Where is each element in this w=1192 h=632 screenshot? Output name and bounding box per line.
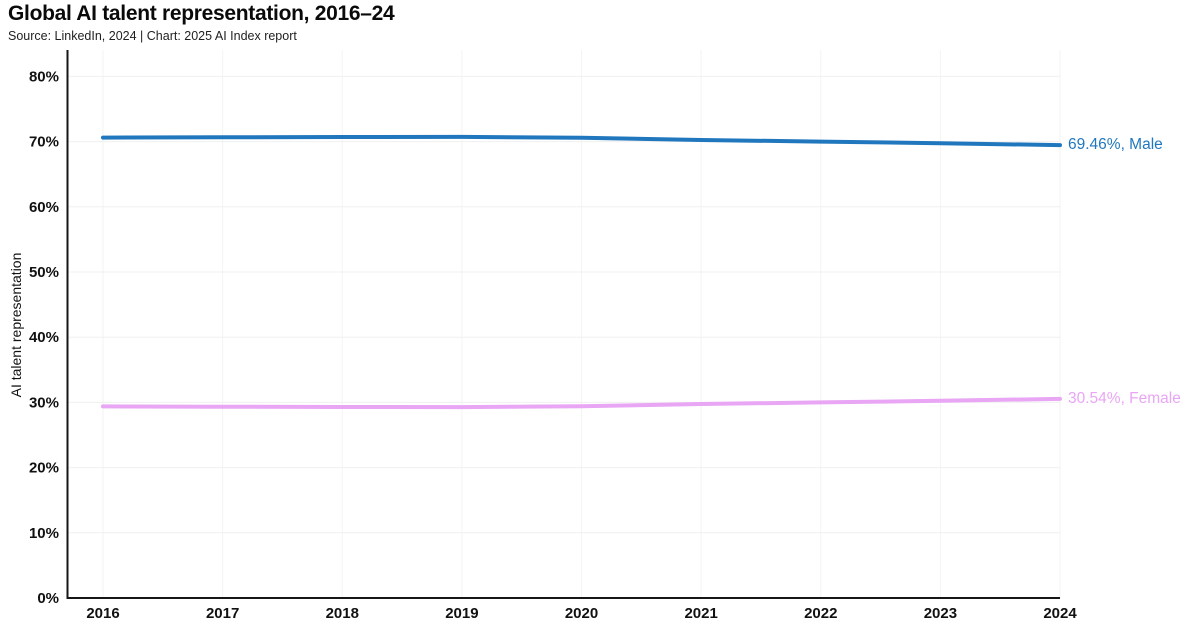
- x-tick-label: 2023: [924, 605, 957, 622]
- x-tick-label: 2018: [326, 605, 359, 622]
- chart-title: Global AI talent representation, 2016–24: [8, 2, 395, 25]
- y-tick-label: 30%: [29, 394, 59, 411]
- y-tick-label: 20%: [29, 460, 59, 477]
- y-tick-label: 50%: [29, 264, 59, 281]
- male-line: [101, 134, 1062, 148]
- chart-source-note: Source: LinkedIn, 2024 | Chart: 2025 AI …: [8, 29, 297, 43]
- y-tick-label: 40%: [29, 329, 59, 346]
- female-line: [101, 396, 1062, 410]
- male-series-label: 69.46%, Male: [1068, 136, 1163, 153]
- y-tick-label: 60%: [29, 199, 59, 216]
- x-tick-label: 2016: [86, 605, 119, 622]
- x-tick-label: 2021: [684, 605, 717, 622]
- x-tick-label: 2019: [445, 605, 478, 622]
- y-tick-label: 70%: [29, 134, 59, 151]
- x-tick-label: 2022: [804, 605, 837, 622]
- y-tick-label: 80%: [29, 68, 59, 85]
- x-tick-label: 2020: [565, 605, 598, 622]
- y-tick-label: 10%: [29, 525, 59, 542]
- female-series-label: 30.54%, Female: [1068, 390, 1181, 407]
- y-tick-label: 0%: [37, 590, 59, 607]
- x-tick-label: 2017: [206, 605, 239, 622]
- x-tick-label: 2024: [1043, 605, 1077, 622]
